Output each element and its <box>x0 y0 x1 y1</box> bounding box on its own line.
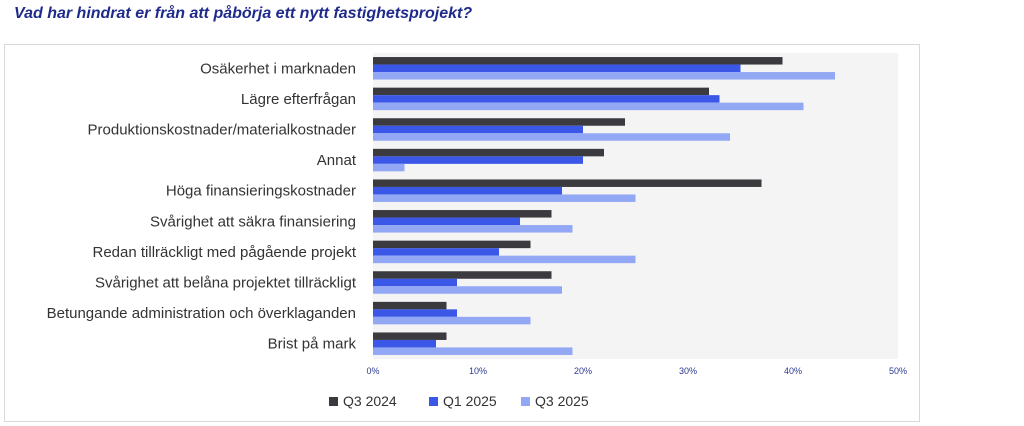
bar-q1-2025 <box>373 248 499 256</box>
bar-q3-2024 <box>373 179 762 187</box>
bar-q1-2025 <box>373 125 583 134</box>
bar-q3-2025 <box>373 194 636 202</box>
bar-q1-2025 <box>373 186 562 195</box>
x-tick-label: 50% <box>889 366 907 376</box>
bar-q3-2024 <box>373 148 604 157</box>
legend-swatch <box>429 397 438 406</box>
bar-q3-2025 <box>373 102 804 111</box>
category-label: Höga finansieringskostnader <box>166 183 356 200</box>
bar-q3-2025 <box>373 225 573 233</box>
bar-q1-2025 <box>373 278 457 287</box>
x-tick-label: 30% <box>679 366 697 376</box>
bar-q3-2024 <box>373 210 552 218</box>
bar-q3-2025 <box>373 133 730 141</box>
bar-q3-2024 <box>373 332 447 340</box>
bar-q1-2025 <box>373 339 436 348</box>
page-title: Vad har hindrat er från att påbörja ett … <box>14 5 473 22</box>
legend-label: Q1 2025 <box>443 393 497 409</box>
bar-q3-2025 <box>373 316 531 325</box>
x-tick-label: 20% <box>574 366 592 376</box>
x-tick-label: 40% <box>784 366 802 376</box>
category-label: Annat <box>317 152 357 169</box>
bar-q3-2025 <box>373 163 405 172</box>
category-label: Betungande administration och överklagan… <box>47 305 356 322</box>
bar-q3-2024 <box>373 87 709 96</box>
legend-swatch <box>329 397 338 406</box>
category-label: Produktionskostnader/materialkostnader <box>88 122 356 139</box>
bar-q3-2024 <box>373 118 625 126</box>
bar-q3-2024 <box>373 271 552 279</box>
bar-q3-2025 <box>373 72 835 80</box>
x-tick-label: 0% <box>366 366 379 376</box>
x-tick-label: 10% <box>469 366 487 376</box>
bar-q1-2025 <box>373 64 741 73</box>
bar-q1-2025 <box>373 309 457 317</box>
bar-q1-2025 <box>373 156 583 164</box>
bar-q3-2024 <box>373 301 447 310</box>
legend-swatch <box>521 397 530 406</box>
category-label: Svårighet att säkra finansiering <box>150 213 356 230</box>
bar-q1-2025 <box>373 95 720 103</box>
bar-q3-2024 <box>373 57 783 65</box>
bar-q3-2024 <box>373 240 531 249</box>
legend-label: Q3 2024 <box>343 393 397 409</box>
category-label: Svårighet att belåna projektet tillräckl… <box>95 275 357 292</box>
bar-q3-2025 <box>373 347 573 355</box>
legend-label: Q3 2025 <box>535 393 589 409</box>
category-label: Brist på mark <box>268 336 357 353</box>
category-label: Lägre efterfrågan <box>241 91 356 108</box>
bar-chart: Osäkerhet i marknaden Lägre efterfrågan Pr… <box>47 53 907 409</box>
bar-q3-2025 <box>373 255 636 264</box>
category-label: Redan tillräckligt med pågående projekt <box>93 244 357 261</box>
bar-q3-2025 <box>373 286 562 294</box>
chart-frame: Osäkerhet i marknaden Lägre efterfrågan Pr… <box>4 44 920 422</box>
category-label: Osäkerhet i marknaden <box>200 60 356 77</box>
bar-q1-2025 <box>373 217 520 226</box>
